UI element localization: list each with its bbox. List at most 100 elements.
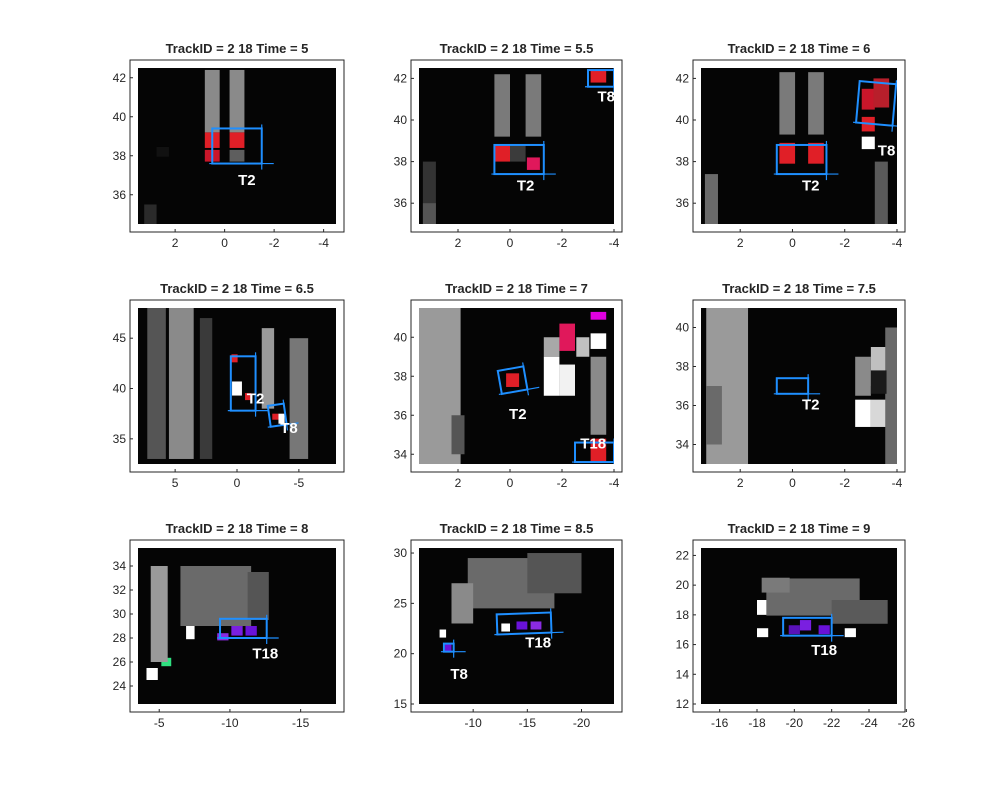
x-tick-label: 0 [234, 476, 241, 490]
heatmap-cells [147, 308, 309, 459]
heatmap-cell [855, 399, 871, 427]
y-tick-label: 32 [113, 583, 127, 597]
track-box [491, 140, 556, 181]
subplot-2: T2 T8 TrackID = 2 18 Time = 5.5 2 0 -2 -4 36 38 4… [394, 41, 623, 250]
y-tick-label: 36 [676, 399, 690, 413]
x-tick-label: -4 [609, 236, 620, 250]
x-tick-label: -5 [294, 476, 305, 490]
heatmap-cell [451, 415, 465, 455]
x-tick-label: 2 [455, 476, 462, 490]
y-tick-label: 34 [113, 559, 127, 573]
heatmap-cell [186, 624, 195, 640]
heatmap-cells [439, 553, 582, 658]
heatmap-cells [146, 566, 279, 680]
heatmap-cell [870, 399, 887, 427]
heatmap-cell [278, 413, 285, 424]
heatmap-cell [799, 620, 812, 631]
heatmap-cell [525, 74, 542, 137]
track-box-tick [550, 608, 553, 639]
heatmap-cell [156, 146, 169, 157]
heatmap-cell [559, 323, 575, 351]
y-tick-label: 40 [394, 330, 408, 344]
heatmap-cell [510, 144, 526, 162]
x-tick-label: -4 [609, 476, 620, 490]
track-label: T2 [247, 391, 265, 408]
heatmap-cell [204, 69, 220, 133]
y-tick-label: 36 [394, 408, 408, 422]
y-tick-label: 34 [676, 438, 690, 452]
subplot-9: T18 TrackID = 2 18 Time = 9 -16 -18 -20 -22 -2… [676, 521, 916, 730]
y-tick-label: 40 [113, 110, 127, 124]
x-tick-label: -10 [464, 716, 482, 730]
heatmap-cell [590, 70, 607, 83]
x-tick-label: -20 [786, 716, 804, 730]
track-box-tick [522, 362, 530, 396]
subplot-7: T18 TrackID = 2 18 Time = 8 -5 -10 -15 24 26 28… [113, 521, 345, 730]
heatmap-cell [855, 356, 871, 396]
heatmap-cell [530, 621, 542, 630]
heatmap-cell [245, 626, 257, 636]
x-tick-label: 0 [789, 236, 796, 250]
y-tick-label: 30 [113, 607, 127, 621]
heatmap-cell [590, 311, 607, 320]
x-tick-label: 0 [789, 476, 796, 490]
x-tick-label: -26 [898, 716, 916, 730]
track-label: T8 [450, 666, 468, 683]
heatmap-cell [168, 308, 194, 459]
track-label: T18 [525, 635, 551, 652]
y-tick-label: 28 [113, 631, 127, 645]
heatmap-cell [150, 566, 168, 662]
x-tick-label: 2 [737, 476, 744, 490]
x-tick-label: 0 [507, 236, 514, 250]
y-tick-label: 36 [394, 196, 408, 210]
track-label: T18 [580, 435, 606, 452]
y-tick-label: 20 [676, 578, 690, 592]
x-tick-label: -4 [892, 476, 903, 490]
y-tick-label: 12 [676, 697, 690, 711]
y-tick-label: 26 [113, 655, 127, 669]
heatmap-cell [576, 337, 590, 357]
track-box [266, 399, 299, 431]
y-tick-label: 42 [394, 71, 408, 85]
y-tick-label: 25 [394, 596, 408, 610]
heatmap-cells [422, 68, 614, 224]
x-tick-label: 2 [455, 236, 462, 250]
y-tick-label: 35 [113, 432, 127, 446]
y-tick-label: 24 [113, 679, 127, 693]
heatmap-cell [229, 132, 245, 148]
track-box [853, 79, 897, 132]
track-box [496, 362, 540, 396]
heatmap-cells [419, 308, 614, 464]
heatmap-cell [818, 625, 830, 635]
heatmap-cell [217, 633, 229, 641]
heatmap-cell [861, 136, 875, 150]
y-tick-label: 38 [394, 369, 408, 383]
y-tick-label: 30 [394, 546, 408, 560]
x-tick-label: -4 [318, 236, 329, 250]
heatmap-cell [231, 354, 238, 363]
heatmap-cell [247, 572, 269, 620]
heatmap-cell [422, 203, 436, 224]
y-tick-label: 15 [394, 697, 408, 711]
heatmap-cell [757, 628, 769, 638]
heatmap-cell [146, 668, 158, 680]
track-label: T2 [802, 178, 820, 195]
track-box [780, 613, 844, 642]
subplot-title: TrackID = 2 18 Time = 5 [166, 41, 309, 56]
heatmap-cell [494, 74, 510, 137]
y-tick-label: 14 [676, 667, 690, 681]
y-tick-label: 36 [676, 196, 690, 210]
heatmap-cell [516, 621, 528, 630]
track-box-tick [282, 399, 289, 431]
heatmap-cell [885, 327, 897, 464]
x-tick-label: -2 [557, 476, 568, 490]
heatmap-cell [229, 69, 245, 133]
subplot-8: T8 T18 TrackID = 2 18 Time = 8.5 -10 -15 -20 1… [394, 521, 623, 730]
y-tick-label: 40 [676, 113, 690, 127]
heatmap-cell [232, 381, 242, 396]
track-box-tick [853, 121, 897, 128]
heatmap-cell [543, 356, 560, 396]
heatmap-cell [289, 338, 309, 459]
track-box-tick [267, 422, 299, 428]
